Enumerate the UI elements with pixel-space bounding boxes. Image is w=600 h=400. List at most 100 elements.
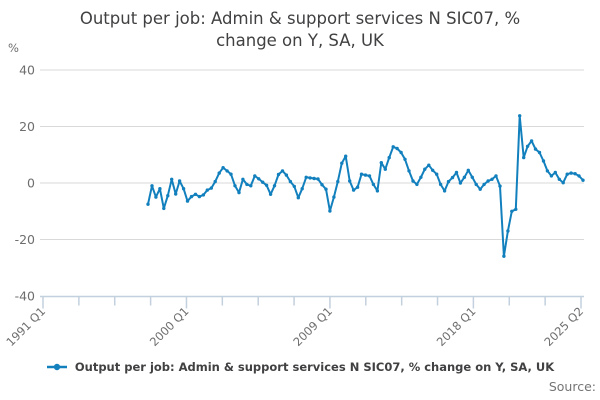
series-point[interactable] bbox=[245, 182, 249, 187]
series-point[interactable] bbox=[201, 193, 206, 197]
series-point[interactable] bbox=[328, 209, 332, 213]
series-point[interactable] bbox=[158, 187, 162, 191]
series-point[interactable] bbox=[545, 169, 550, 173]
series-point[interactable] bbox=[185, 199, 190, 203]
series-point[interactable] bbox=[336, 179, 340, 184]
series-point[interactable] bbox=[300, 187, 304, 191]
series-point[interactable] bbox=[371, 182, 376, 187]
series-point[interactable] bbox=[395, 146, 399, 151]
series-point[interactable] bbox=[557, 177, 561, 181]
series-point[interactable] bbox=[340, 161, 344, 165]
series-point[interactable] bbox=[375, 189, 380, 193]
series-point[interactable] bbox=[506, 229, 510, 233]
series-point[interactable] bbox=[387, 155, 391, 160]
series-point[interactable] bbox=[162, 206, 166, 211]
series-point[interactable] bbox=[324, 187, 328, 191]
series-point[interactable] bbox=[351, 188, 356, 192]
series-point[interactable] bbox=[296, 196, 300, 200]
series-point[interactable] bbox=[312, 176, 316, 181]
series-point[interactable] bbox=[411, 179, 415, 183]
series-point[interactable] bbox=[280, 169, 285, 173]
series-point[interactable] bbox=[288, 179, 293, 184]
series-point[interactable] bbox=[355, 185, 360, 189]
series-point[interactable] bbox=[450, 175, 455, 180]
series-point[interactable] bbox=[423, 167, 427, 171]
series-point[interactable] bbox=[438, 182, 443, 187]
series-point[interactable] bbox=[533, 147, 538, 151]
series-point[interactable] bbox=[494, 174, 498, 178]
series-point[interactable] bbox=[561, 181, 565, 185]
series-point[interactable] bbox=[478, 187, 482, 191]
series-point[interactable] bbox=[189, 194, 194, 199]
series-point[interactable] bbox=[272, 184, 277, 188]
series-point[interactable] bbox=[268, 192, 273, 196]
series-point[interactable] bbox=[146, 202, 150, 206]
series-point[interactable] bbox=[403, 157, 407, 161]
series-point[interactable] bbox=[205, 188, 209, 192]
series-point[interactable] bbox=[257, 177, 261, 181]
series-point[interactable] bbox=[308, 176, 312, 180]
series-point[interactable] bbox=[581, 178, 585, 182]
series-point[interactable] bbox=[241, 177, 245, 181]
series-point[interactable] bbox=[482, 182, 486, 187]
series-point[interactable] bbox=[498, 184, 502, 188]
series-point[interactable] bbox=[276, 172, 281, 177]
series-point[interactable] bbox=[174, 192, 178, 196]
series-point[interactable] bbox=[193, 192, 198, 196]
series-point[interactable] bbox=[166, 194, 170, 198]
series-point[interactable] bbox=[573, 172, 577, 176]
series-point[interactable] bbox=[217, 171, 221, 175]
series-point[interactable] bbox=[383, 167, 387, 171]
series-point[interactable] bbox=[470, 175, 474, 179]
series-point[interactable] bbox=[537, 150, 542, 155]
series-point[interactable] bbox=[474, 182, 478, 187]
series-point[interactable] bbox=[502, 254, 506, 258]
series-point[interactable] bbox=[367, 174, 372, 178]
series-point[interactable] bbox=[320, 183, 324, 187]
series-point[interactable] bbox=[150, 184, 154, 188]
series-point[interactable] bbox=[170, 177, 174, 181]
series-point[interactable] bbox=[213, 179, 217, 184]
series-point[interactable] bbox=[249, 184, 253, 188]
series-point[interactable] bbox=[446, 179, 451, 184]
series-point[interactable] bbox=[427, 163, 431, 167]
series-point[interactable] bbox=[284, 173, 289, 177]
series-point[interactable] bbox=[522, 155, 526, 160]
series-point[interactable] bbox=[514, 207, 518, 211]
series-point[interactable] bbox=[348, 179, 352, 183]
series-point[interactable] bbox=[233, 184, 237, 188]
series-point[interactable] bbox=[261, 180, 265, 184]
series-point[interactable] bbox=[391, 145, 395, 149]
series-point[interactable] bbox=[569, 171, 573, 175]
series-point[interactable] bbox=[415, 182, 419, 187]
series-point[interactable] bbox=[565, 172, 569, 176]
series-point[interactable] bbox=[431, 168, 435, 172]
series-point[interactable] bbox=[379, 161, 383, 165]
series-point[interactable] bbox=[442, 189, 447, 193]
series-point[interactable] bbox=[363, 173, 368, 177]
series-point[interactable] bbox=[541, 159, 546, 163]
series-point[interactable] bbox=[225, 169, 229, 173]
series-point[interactable] bbox=[332, 195, 336, 199]
series-point[interactable] bbox=[316, 177, 320, 181]
series-point[interactable] bbox=[177, 179, 182, 183]
series-point[interactable] bbox=[577, 174, 581, 178]
series-point[interactable] bbox=[462, 175, 467, 179]
series-point[interactable] bbox=[181, 187, 186, 191]
series-point[interactable] bbox=[486, 179, 490, 183]
series-point[interactable] bbox=[435, 172, 439, 176]
series-point[interactable] bbox=[264, 183, 269, 187]
series-point[interactable] bbox=[458, 181, 463, 185]
series-point[interactable] bbox=[454, 170, 459, 175]
series-point[interactable] bbox=[197, 194, 202, 199]
series-point[interactable] bbox=[549, 174, 554, 178]
legend[interactable]: Output per job: Admin & support services… bbox=[0, 357, 600, 377]
series-point[interactable] bbox=[490, 177, 494, 181]
series-point[interactable] bbox=[518, 114, 522, 118]
series-point[interactable] bbox=[359, 172, 364, 176]
series-point[interactable] bbox=[466, 168, 470, 172]
series-point[interactable] bbox=[525, 144, 530, 148]
series-point[interactable] bbox=[154, 195, 158, 199]
series-line[interactable] bbox=[147, 114, 584, 258]
series-point[interactable] bbox=[529, 139, 534, 143]
